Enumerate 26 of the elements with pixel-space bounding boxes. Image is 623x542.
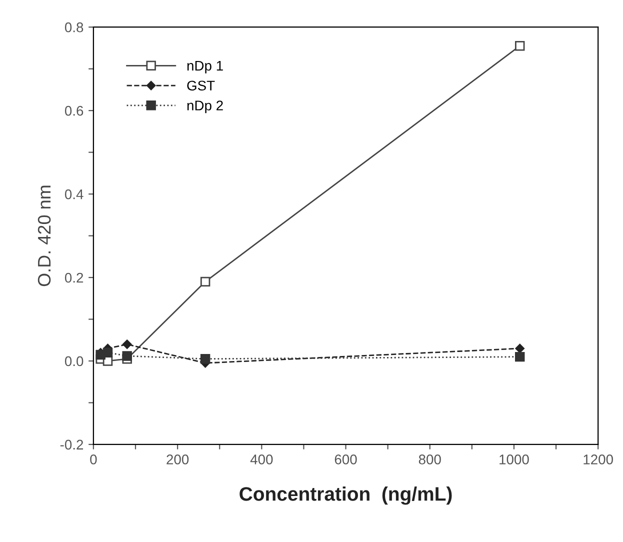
x-tick-label: 400 (250, 454, 273, 464)
legend-label: nDp 1 (187, 60, 223, 74)
y-tick-label: 0.8 (64, 22, 84, 32)
point (122, 340, 132, 349)
y-tick-label: 0.2 (64, 272, 84, 283)
x-tick-label: 1000 (500, 454, 529, 464)
x-tick-label: 1200 (584, 454, 613, 464)
point (102, 348, 113, 358)
point (515, 41, 525, 51)
x-axis-title: Concentration (ng/mL) (240, 486, 452, 505)
y-tick-label: 0.6 (64, 106, 84, 116)
point (200, 276, 210, 287)
y-tick-label: 0.4 (64, 189, 84, 200)
point (200, 354, 210, 364)
y-tick-label: 0.0 (64, 356, 84, 366)
x-tick-label: 0 (90, 454, 97, 464)
x-tick-label: 200 (166, 454, 189, 464)
x-tick-label: 800 (418, 454, 441, 464)
point (515, 344, 524, 354)
y-axis-title: O.D. 420 nm (38, 186, 51, 286)
legend-label: GST (187, 80, 215, 91)
y-tick-label: -0.2 (60, 440, 84, 450)
point (515, 352, 525, 362)
legend-label: nDp 2 (187, 100, 223, 114)
x-tick-label: 600 (334, 454, 357, 464)
point (122, 351, 132, 361)
